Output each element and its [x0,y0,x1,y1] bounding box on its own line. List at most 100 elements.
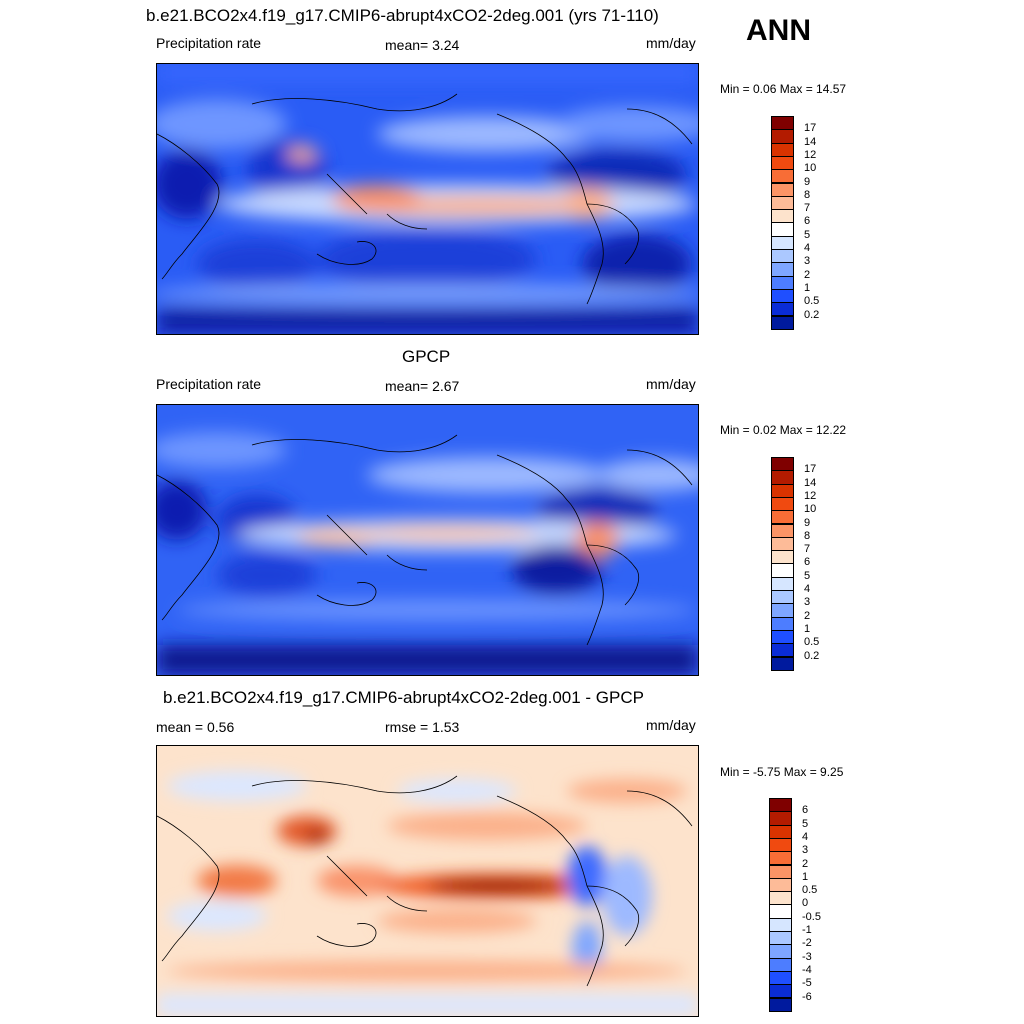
colorbar-tick-label: -1 [802,924,812,936]
colorbar-swatch [771,536,794,552]
colorbar-tick-label: 14 [804,476,817,489]
colorbar-swatch [769,944,792,959]
colorbar-swatch [771,249,794,264]
colorbar-swatch [769,970,792,986]
colorbar-tick-label: 2 [804,268,811,281]
colorbar-swatch [769,931,792,946]
colorbar-tick-label: 17 [804,463,817,476]
colorbar-swatch [771,457,794,472]
colorbar-swatch [769,904,792,919]
colorbar-swatch [769,877,792,893]
colorbar-tick-label: 6 [804,556,811,569]
colorbar-swatch [771,116,794,131]
colorbar-tick-label: 10 [804,503,817,516]
colorbar-tick-label: -5 [802,977,812,990]
colorbar-tick-label: 17 [804,122,817,135]
obs-mean-label: mean= 2.67 [385,378,460,394]
colorbar-swatch [771,470,794,485]
colorbar-tick-label: 4 [804,242,811,254]
model-panel-title: b.e21.BCO2x4.f19_g17.CMIP6-abrupt4xCO2-2… [146,6,659,25]
colorbar-swatch [771,222,794,237]
colorbar-tick-label: 8 [804,188,811,201]
colorbar-swatch [771,550,794,565]
colorbar-tick-label: 4 [804,583,811,595]
colorbar-swatch [769,851,792,866]
obs-precip-map [156,404,699,676]
colorbar-tick-label: 9 [804,516,811,529]
colorbar-tick-label: 9 [804,175,811,188]
colorbar-tick-label: 0.5 [804,636,820,649]
obs-panel-title: GPCP [402,347,451,366]
obs-units-label: mm/day [646,376,696,392]
colorbar-tick-label: -0.5 [802,910,821,923]
colorbar-tick-label: 3 [802,844,809,857]
colorbar-tick-label: 0.2 [804,308,820,321]
colorbar-swatch [771,195,794,211]
model-precip-map [156,63,699,335]
colorbar-tick-label: 3 [804,255,811,268]
colorbar-swatch [771,235,794,250]
colorbar-tick-label: 2 [804,609,811,622]
colorbar-swatch [769,997,792,1012]
model-colorbar: 17 14 12 10 9 8 7 6 5 4 3 2 1 0.5 0.2 [771,116,851,330]
colorbar-tick-label: 5 [804,569,811,582]
obs-colorbar: 17 14 12 10 9 8 7 6 5 4 3 2 1 0.5 0.2 [771,457,851,671]
colorbar-swatch [769,798,792,813]
colorbar-swatch [771,142,794,157]
diff-rmse-label: rmse = 1.53 [385,719,460,735]
season-label: ANN [746,14,811,47]
colorbar-swatch [771,155,794,171]
colorbar-tick-label: 12 [804,148,817,161]
colorbar-tick-label: 6 [802,804,809,817]
colorbar-swatch [771,523,794,538]
colorbar-swatch [771,510,794,525]
colorbar-swatch [771,262,794,277]
colorbar-tick-label: 1 [804,281,811,294]
model-minmax-label: Min = 0.06 Max = 14.57 [720,82,847,96]
colorbar-swatch [771,209,794,224]
diff-minmax-label: Min = -5.75 Max = 9.25 [720,765,844,779]
model-mean-label: mean= 3.24 [385,37,460,53]
colorbar-swatch [769,917,792,932]
colorbar-swatch [771,288,794,304]
diff-precip-map [156,745,699,1017]
colorbar-swatch [771,169,794,184]
colorbar-tick-label: 10 [804,162,817,175]
colorbar-tick-label: -2 [802,937,812,950]
colorbar-tick-label: -6 [802,990,812,1003]
colorbar-swatch [771,302,794,317]
colorbar-tick-label: 12 [804,489,817,502]
model-units-label: mm/day [646,35,696,51]
obs-minmax-label: Min = 0.02 Max = 12.22 [720,423,847,437]
colorbar-tick-label: 0.2 [804,649,820,662]
colorbar-swatch [771,182,794,197]
colorbar-tick-label: 8 [804,529,811,542]
colorbar-swatch [771,629,794,645]
diff-colorbar: 6 5 4 3 2 1 0.5 0 -0.5 -1 -2 -3 -4 -5 -6 [769,798,849,1012]
colorbar-swatch [771,590,794,605]
colorbar-tick-label: 0.5 [804,295,820,308]
colorbar-tick-label: -3 [802,950,812,963]
colorbar-swatch [769,824,792,839]
colorbar-tick-label: 0.5 [802,884,818,897]
colorbar-tick-label: 0 [802,897,809,910]
colorbar-swatch [771,603,794,618]
colorbar-swatch [769,864,792,879]
obs-variable-label: Precipitation rate [156,376,262,392]
colorbar-tick-label: 2 [802,857,809,870]
colorbar-swatch [771,483,794,498]
colorbar-tick-label: 1 [802,870,809,883]
colorbar-tick-label: 5 [802,817,809,830]
colorbar-swatch [771,315,794,330]
colorbar-swatch [771,129,794,144]
colorbar-tick-label: 5 [804,228,811,241]
colorbar-swatch [771,616,794,631]
diff-units-label: mm/day [646,717,696,733]
diff-mean-label: mean = 0.56 [156,719,235,735]
colorbar-tick-label: -4 [802,963,812,976]
diff-panel-title: b.e21.BCO2x4.f19_g17.CMIP6-abrupt4xCO2-2… [163,688,644,707]
colorbar-swatch [769,984,792,999]
colorbar-swatch [769,811,792,826]
colorbar-tick-label: 3 [804,596,811,609]
colorbar-swatch [771,576,794,591]
